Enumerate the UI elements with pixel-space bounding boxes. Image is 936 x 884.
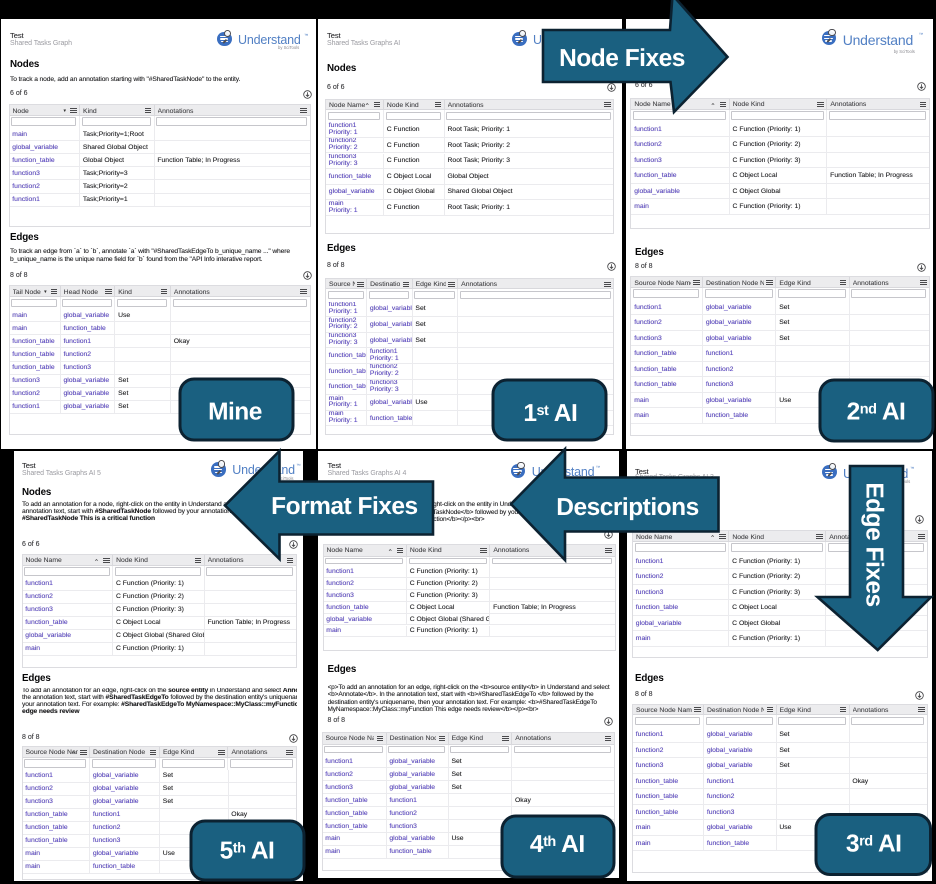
- svg-text:Node Fixes: Node Fixes: [559, 45, 685, 72]
- svg-text:3rd AI: 3rd AI: [846, 830, 902, 857]
- svg-text:Descriptions: Descriptions: [556, 494, 698, 521]
- svg-text:Format Fixes: Format Fixes: [271, 493, 418, 520]
- svg-text:Edge Fixes: Edge Fixes: [861, 482, 888, 606]
- svg-text:4th AI: 4th AI: [530, 831, 585, 858]
- svg-text:2nd AI: 2nd AI: [847, 398, 906, 425]
- svg-text:1st AI: 1st AI: [523, 400, 577, 427]
- svg-text:5th AI: 5th AI: [220, 837, 275, 864]
- svg-text:Mine: Mine: [208, 398, 262, 425]
